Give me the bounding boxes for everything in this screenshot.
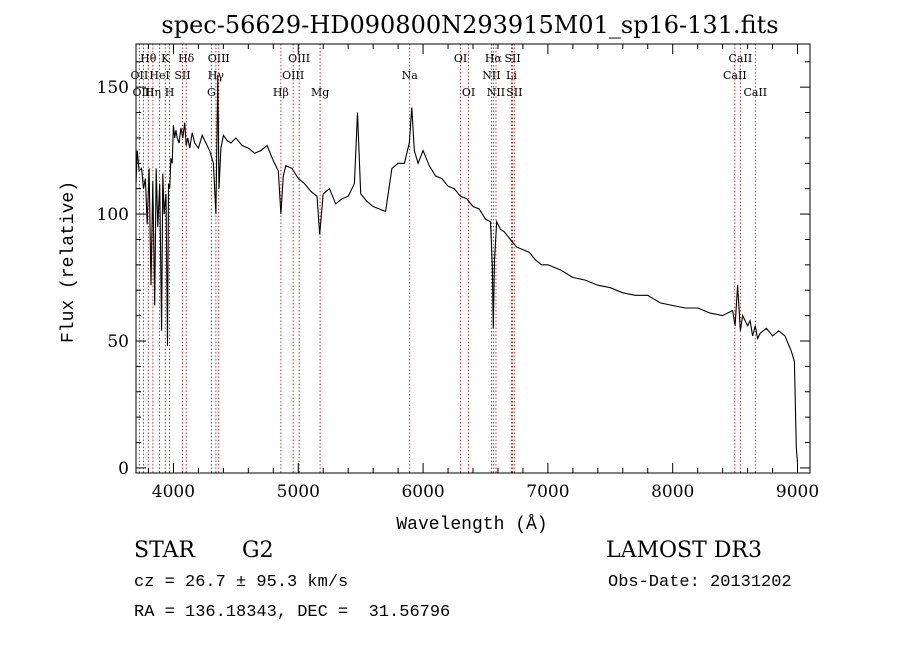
- line-label-8498: CaII: [723, 69, 747, 82]
- line-label-8662: CaII: [743, 86, 767, 99]
- line-label-5893: Na: [402, 69, 419, 82]
- y-tick-label-50: 50: [107, 332, 129, 352]
- line-label-8542: CaII: [729, 52, 753, 65]
- x-tick-label-4000: 4000: [152, 482, 195, 502]
- x-tick-label-6000: 6000: [401, 482, 444, 502]
- line-label-6300: OI: [454, 52, 467, 65]
- x-tick-label-8000: 8000: [651, 482, 694, 502]
- line-label-3934: K: [161, 52, 170, 65]
- line-label-4340: Hγ: [208, 69, 225, 82]
- object-subclass: G2: [242, 538, 274, 563]
- line-label-4959: OIII: [282, 69, 304, 82]
- line-label-3760: OIII: [132, 86, 154, 99]
- y-tick-label-100: 100: [97, 205, 129, 225]
- line-label-6731: SII: [506, 86, 522, 99]
- line-label-4861: Hβ: [273, 86, 289, 99]
- spectrum-series-line: [135, 74, 799, 463]
- x-axis-ticks: 4000 5000 6000 7000 8000 9000: [147, 44, 819, 502]
- line-label-6584: NII: [487, 86, 505, 99]
- y-tick-label-0: 0: [118, 459, 129, 479]
- x-tick-label-7000: 7000: [526, 482, 569, 502]
- line-label-4363: OIII: [208, 52, 230, 65]
- x-tick-label-5000: 5000: [277, 482, 320, 502]
- line-label-6708: Li: [506, 69, 517, 82]
- line-label-3969: H: [165, 86, 175, 99]
- line-label-6717: SII: [504, 52, 520, 65]
- line-label-5007: OIII: [288, 52, 310, 65]
- x-tick-label-9000: 9000: [776, 482, 819, 502]
- line-label-6563: Hα: [485, 52, 503, 65]
- survey-label: LAMOST DR3: [606, 538, 762, 563]
- line-label-6548: NII: [482, 69, 500, 82]
- coordinates-readout: RA = 136.18343, DEC = 31.56796: [134, 603, 451, 622]
- line-label-3889: HeI: [149, 69, 169, 82]
- line-label-4102: Hδ: [178, 52, 195, 65]
- y-axis-ticks: 0 50 100 150: [97, 61, 810, 479]
- line-label-6364: OI: [462, 86, 475, 99]
- chart-title: spec-56629-HD090800N293915M01_sp16-131.f…: [161, 11, 778, 39]
- obs-date: Obs-Date: 20131202: [608, 573, 792, 592]
- y-tick-label-150: 150: [97, 78, 129, 98]
- line-label-4304: G: [207, 86, 216, 99]
- spectral-line-markers: [138, 44, 756, 473]
- line-label-4072: SII: [174, 69, 190, 82]
- line-label-5175: Mg: [311, 86, 329, 99]
- y-axis-label: Flux (relative): [59, 181, 79, 343]
- line-label-3835: Hη: [145, 86, 161, 99]
- x-axis-label: Wavelength (Å): [396, 514, 547, 535]
- plot-frame: [135, 43, 811, 474]
- redshift-readout: cz = 26.7 ± 95.3 km/s: [134, 573, 349, 592]
- line-label-3798: Hθ: [140, 52, 157, 65]
- object-class: STAR: [134, 538, 195, 563]
- line-label-3727: OII: [131, 69, 149, 82]
